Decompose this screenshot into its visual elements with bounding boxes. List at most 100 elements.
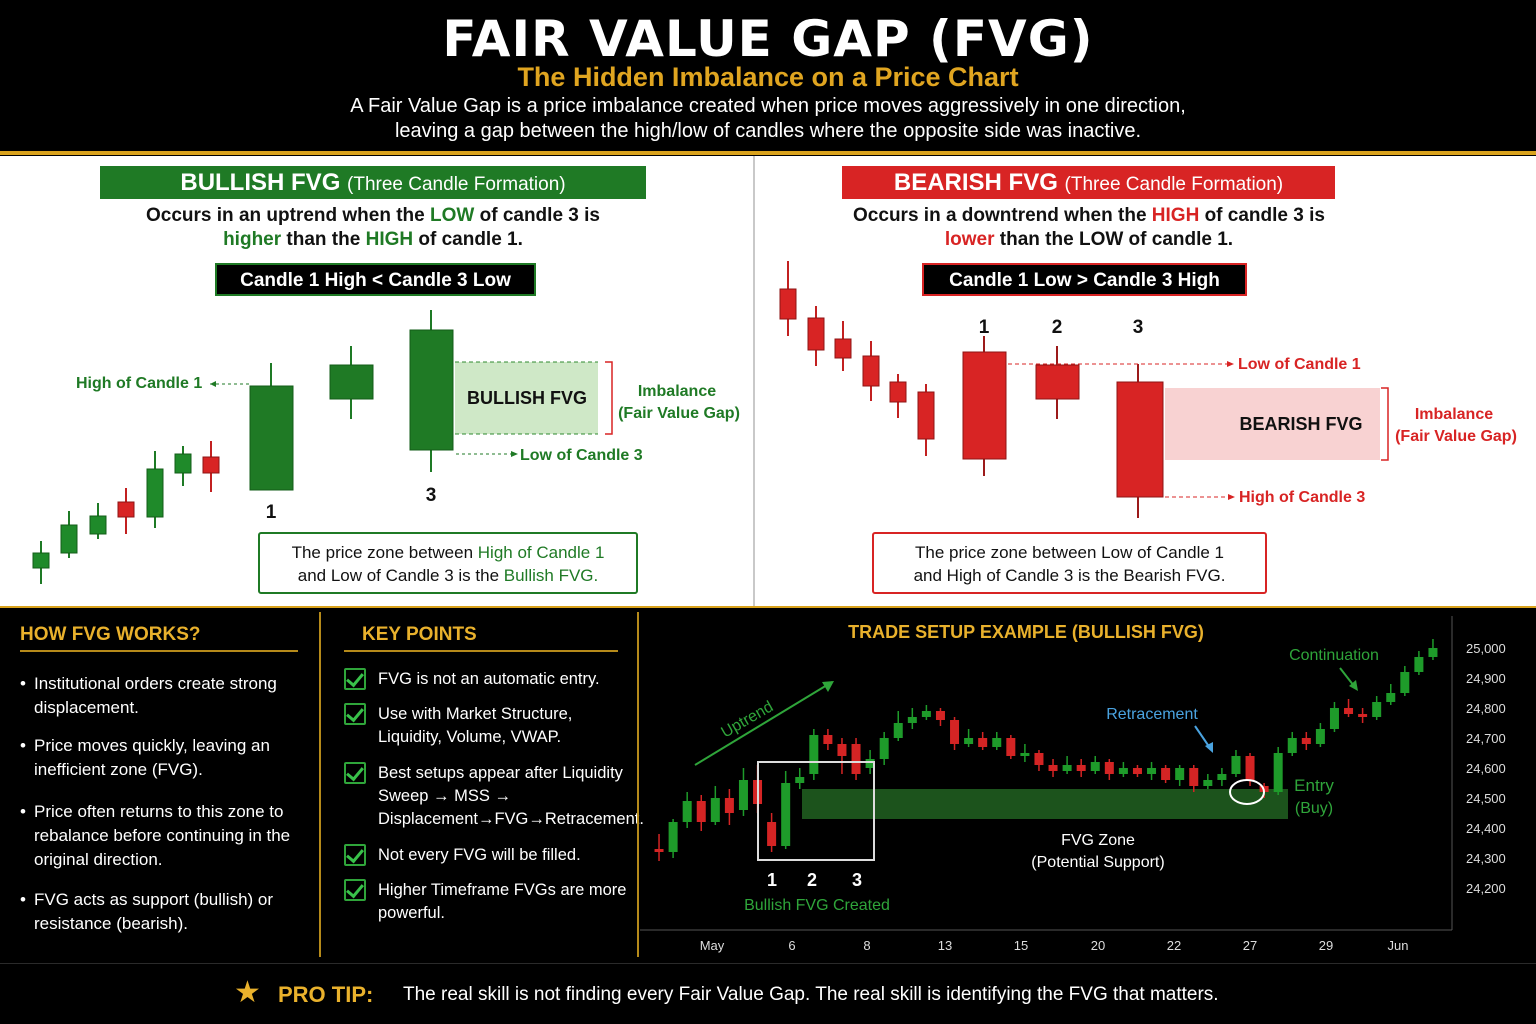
low-of-candle-1-label: Low of Candle 1: [1238, 356, 1361, 373]
candle-body: [682, 801, 692, 822]
bearish-bracket: [1381, 387, 1389, 461]
how-bullet: Price moves quickly, leaving an ineffici…: [20, 734, 305, 782]
bullish-note-text: Bullish FVG.: [503, 566, 599, 585]
candle-body: [992, 738, 1002, 747]
candle: [795, 768, 805, 789]
candle: [1344, 699, 1354, 717]
key-point: Best setups appear after Liquidity Sweep…: [344, 762, 644, 831]
bearish-panel: BEARISH FVG (Three Candle Formation) Occ…: [755, 156, 1536, 606]
price-candles: [654, 639, 1438, 861]
candle-body: [935, 711, 945, 720]
bearish-fvg-zone: [1165, 388, 1380, 460]
bullish-trend-candles: [32, 441, 220, 584]
bearish-diagram: BEARISH FVG Imbalance (Fair Value Gap) L…: [779, 261, 1517, 518]
candle-body: [1315, 729, 1325, 744]
trade-chart-svg: TRADE SETUP EXAMPLE (BULLISH FVG) 25,000…: [640, 616, 1506, 953]
pro-tip-footer: ★ PRO TIP: The real skill is not finding…: [0, 963, 1536, 1024]
candle-body: [668, 822, 678, 852]
candle-body: [1161, 768, 1171, 780]
key-points: KEY POINTS FVG is not an automatic entry…: [322, 608, 644, 961]
bullish-rule-box: Candle 1 High < Candle 3 Low: [215, 263, 536, 296]
candle-body: [1217, 774, 1227, 780]
entry-circle: [1229, 779, 1265, 805]
checkmark-icon: [344, 762, 366, 784]
x-tick-label: 22: [1167, 938, 1181, 953]
bearish-candle-1-number: 1: [979, 317, 990, 338]
fvg-zone-label: FVG Zone: [1061, 832, 1135, 849]
x-tick-label: 6: [788, 938, 795, 953]
retracement-arrow: [1194, 725, 1211, 749]
pro-tip-label: PRO TIP:: [278, 982, 374, 1007]
candle-body: [851, 744, 861, 774]
candle-body: [1048, 765, 1058, 771]
candle: [1231, 750, 1241, 777]
candle-body: [1245, 756, 1255, 780]
key-point: FVG is not an automatic entry.: [344, 668, 636, 691]
how-bullet: FVG acts as support (bullish) or resista…: [20, 888, 305, 936]
bearish-fvg-label: BEARISH FVG: [1239, 414, 1362, 434]
bearish-candle-1: [962, 336, 1007, 476]
y-tick-label: 24,800: [1466, 701, 1506, 716]
page-subtitle: The Hidden Imbalance on a Price Chart: [517, 62, 1019, 92]
arrow-icon: [1349, 680, 1358, 691]
header-divider: [0, 151, 1536, 155]
key-point-text: Best setups appear after Liquidity Sweep…: [378, 764, 644, 828]
fvg-candle-3-number: 3: [852, 870, 862, 890]
bearish-imbalance-sub: (Fair Value Gap): [1395, 428, 1517, 445]
page-title: FAIR VALUE GAP (FVG): [442, 10, 1094, 68]
bullish-candle-1-number: 1: [266, 502, 277, 523]
bullish-candle-2: [329, 346, 374, 419]
key-point-text: Use with Market Structure, Liquidity, Vo…: [378, 705, 573, 746]
candle-body: [1006, 738, 1016, 756]
candle: [1104, 759, 1114, 780]
candle-body: [907, 717, 917, 723]
candle: [1175, 765, 1185, 786]
key-title: KEY POINTS: [362, 624, 477, 645]
candle-body: [1231, 756, 1241, 774]
candle: [1048, 759, 1058, 777]
candle: [893, 711, 903, 741]
candle-body: [738, 780, 748, 810]
bearish-explanation: Occurs in a downtrend when the HIGH of c…: [815, 204, 1363, 252]
arrow-icon: [1228, 494, 1235, 500]
candle: [654, 834, 664, 861]
candle: [1189, 765, 1199, 792]
candle: [964, 729, 974, 747]
candle-body: [1076, 765, 1086, 771]
chart-title: TRADE SETUP EXAMPLE (BULLISH FVG): [848, 622, 1204, 642]
candle: [1329, 702, 1339, 732]
candle-body: [710, 798, 720, 822]
candle: [1203, 774, 1213, 789]
candle: [682, 792, 692, 828]
key-point: Higher Timeframe FVGs are more powerful.: [344, 879, 636, 925]
candle: [1076, 759, 1086, 777]
candle-body: [1287, 738, 1297, 753]
arrow-icon: [210, 381, 216, 387]
candle-body: [1414, 657, 1424, 672]
key-point-text: Higher Timeframe FVGs are more powerful.: [378, 881, 627, 922]
bearish-trend-candles: [779, 261, 935, 456]
candle: [907, 708, 917, 729]
continuation-arrow: [1339, 667, 1355, 687]
description-line-1: A Fair Value Gap is a price imbalance cr…: [350, 95, 1186, 117]
candle: [1301, 732, 1311, 750]
candle: [809, 729, 819, 780]
candle-body: [1189, 768, 1199, 786]
bearish-text: HIGH: [1151, 205, 1200, 226]
bearish-candle-2-number: 2: [1052, 317, 1063, 338]
fvg-candle-2-number: 2: [807, 870, 817, 890]
arrow-icon: [822, 681, 834, 692]
candle: [992, 732, 1002, 750]
fvg-created-label: Bullish FVG Created: [744, 897, 890, 914]
y-axis-ticks: 25,000 24,900 24,800 24,700 24,600 24,500 24,4…: [1466, 641, 1506, 896]
candle-body: [1104, 762, 1114, 774]
bullish-diagram: BULLISH FVG Imbalance (Fair Value Gap) H…: [32, 310, 740, 584]
bullish-bracket: [605, 361, 613, 435]
page-description: A Fair Value Gap is a price imbalance cr…: [0, 94, 1536, 144]
retracement-label: Retracement: [1106, 706, 1198, 723]
key-point: Not every FVG will be filled.: [344, 844, 636, 867]
candle-body: [1400, 672, 1410, 693]
candle-body: [1132, 768, 1142, 774]
key-title-rule: [344, 650, 618, 652]
candle-body: [809, 735, 819, 774]
